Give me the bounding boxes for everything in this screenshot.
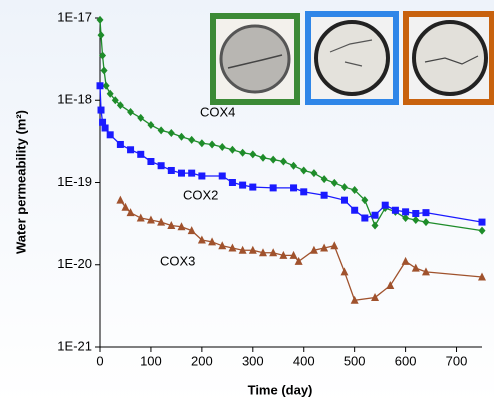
photo — [308, 14, 396, 102]
marker — [229, 179, 236, 186]
marker — [300, 188, 307, 195]
marker — [102, 124, 109, 131]
marker — [147, 158, 154, 165]
series-label: COX3 — [160, 253, 195, 268]
marker — [402, 208, 409, 215]
marker — [341, 197, 348, 204]
series-label: COX4 — [200, 104, 235, 119]
x-tick-label: 400 — [293, 353, 315, 368]
y-tick-label: 1E-21 — [57, 338, 92, 353]
marker — [321, 192, 328, 199]
marker — [107, 131, 114, 138]
marker — [422, 209, 429, 216]
marker — [168, 167, 175, 174]
marker — [158, 162, 165, 169]
chart: Time (day) Water permeability (m²) 1E-21… — [0, 0, 494, 404]
marker — [382, 202, 389, 209]
marker — [219, 172, 226, 179]
photo — [213, 16, 297, 102]
x-tick-label: 600 — [395, 353, 417, 368]
marker — [412, 210, 419, 217]
marker — [392, 207, 399, 214]
marker — [351, 207, 358, 214]
marker — [239, 182, 246, 189]
marker — [117, 141, 124, 148]
y-tick-label: 1E-19 — [57, 174, 92, 189]
x-tick-label: 500 — [344, 353, 366, 368]
y-tick-label: 1E-17 — [57, 9, 92, 24]
photo — [406, 14, 492, 102]
x-axis-title: Time (day) — [248, 382, 313, 397]
x-tick-label: 300 — [242, 353, 264, 368]
marker — [98, 107, 105, 114]
x-tick-label: 200 — [191, 353, 213, 368]
marker — [127, 146, 134, 153]
marker — [361, 215, 368, 222]
x-tick-label: 0 — [96, 353, 103, 368]
marker — [137, 151, 144, 158]
y-tick-label: 1E-18 — [57, 92, 92, 107]
x-tick-label: 700 — [446, 353, 468, 368]
marker — [290, 184, 297, 191]
marker — [372, 212, 379, 219]
y-axis-title: Water permeability (m²) — [13, 110, 28, 254]
marker — [188, 170, 195, 177]
marker — [178, 170, 185, 177]
marker — [479, 219, 486, 226]
marker — [97, 82, 104, 89]
marker — [249, 184, 256, 191]
marker — [270, 184, 277, 191]
series-label: COX2 — [183, 187, 218, 202]
x-tick-label: 100 — [140, 353, 162, 368]
y-tick-label: 1E-20 — [57, 256, 92, 271]
marker — [198, 172, 205, 179]
